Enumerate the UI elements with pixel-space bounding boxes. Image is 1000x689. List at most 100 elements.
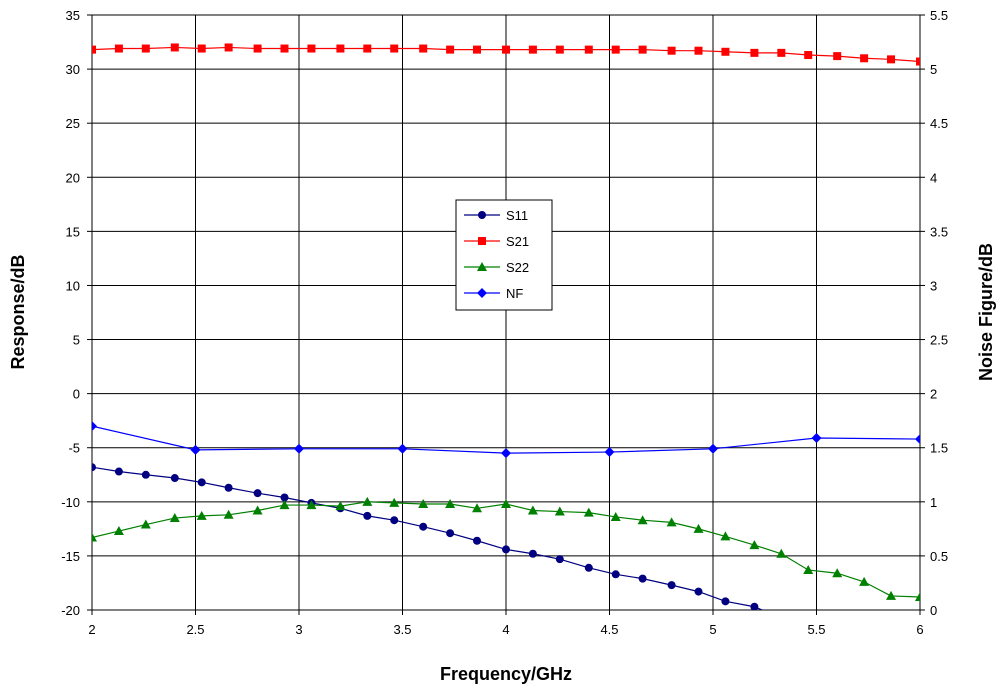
data-point-s21 xyxy=(307,44,316,53)
data-point-s22 xyxy=(472,503,483,513)
data-point-s11 xyxy=(197,478,206,487)
data-point-s21 xyxy=(419,44,428,53)
data-point-s22 xyxy=(749,540,760,550)
data-point-s21 xyxy=(502,45,510,54)
data-point-s11 xyxy=(555,555,564,564)
plot-frame xyxy=(91,14,921,611)
data-point-s22 xyxy=(527,505,538,515)
x-axis-title: Frequency/GHz xyxy=(440,664,572,684)
x-tick-label: 4 xyxy=(502,622,509,637)
data-point-s22 xyxy=(140,519,151,529)
series-s22 xyxy=(92,496,920,602)
series-s21 xyxy=(92,43,920,66)
data-point-s21 xyxy=(336,44,345,53)
data-point-s22 xyxy=(279,500,290,510)
series-layer xyxy=(92,43,920,610)
data-point-s11 xyxy=(721,597,730,606)
data-point-nf xyxy=(604,447,615,458)
y2-tick-label: 4 xyxy=(930,170,937,185)
data-point-s21 xyxy=(363,44,372,53)
y2-tick-label: 5 xyxy=(930,62,937,77)
data-point-nf xyxy=(708,443,718,454)
data-point-s22 xyxy=(859,576,870,586)
data-point-s21 xyxy=(224,43,233,52)
data-point-s21 xyxy=(197,44,206,53)
data-point-s21 xyxy=(555,45,564,54)
y2-tick-label: 5.5 xyxy=(930,8,948,23)
data-point-s22 xyxy=(666,517,677,527)
data-point-s21 xyxy=(92,45,96,54)
data-point-s21 xyxy=(528,45,537,54)
data-point-s21 xyxy=(141,44,150,53)
data-point-s22 xyxy=(583,507,594,517)
x-tick-label: 5.5 xyxy=(807,622,825,637)
y2-tick-label: 2.5 xyxy=(930,333,948,348)
data-point-nf xyxy=(501,448,511,459)
data-point-s11 xyxy=(446,529,455,538)
data-point-s22 xyxy=(362,496,373,506)
data-point-s22 xyxy=(886,590,897,600)
y-tick-label: -10 xyxy=(61,495,80,510)
data-point-s11 xyxy=(419,522,428,531)
data-point-s21 xyxy=(833,52,842,61)
y-tick-label: -5 xyxy=(68,441,80,456)
data-point-nf xyxy=(811,432,822,443)
data-point-s11 xyxy=(92,463,96,472)
y2-tick-label: 0 xyxy=(930,603,937,618)
data-point-s22 xyxy=(196,510,207,520)
y-tick-label: 30 xyxy=(66,62,80,77)
data-point-s22 xyxy=(418,498,429,508)
legend-label-s11: S11 xyxy=(506,208,528,223)
data-point-s11 xyxy=(141,470,150,479)
y-tick-label: 20 xyxy=(66,170,80,185)
data-point-s22 xyxy=(693,523,704,533)
data-point-s21 xyxy=(916,57,920,66)
data-point-s22 xyxy=(637,515,648,525)
data-point-s11 xyxy=(611,570,620,579)
y-tick-label: 25 xyxy=(66,116,80,131)
legend-label-s21: S21 xyxy=(506,234,529,249)
y2-axis-title: Noise Figure/dB xyxy=(976,243,996,381)
legend-marker-s22 xyxy=(477,262,487,271)
data-point-s21 xyxy=(473,45,482,54)
data-point-s11 xyxy=(528,549,537,558)
data-point-s22 xyxy=(252,505,263,515)
y2-tick-label: 1 xyxy=(930,495,937,510)
x-tick-label: 6 xyxy=(916,622,923,637)
x-tick-label: 3.5 xyxy=(393,622,411,637)
data-point-s11 xyxy=(390,516,399,525)
legend-marker-nf xyxy=(477,288,487,298)
y-tick-label: 5 xyxy=(73,333,80,348)
data-point-s22 xyxy=(501,498,511,508)
y2-tick-label: 3.5 xyxy=(930,224,948,239)
data-point-s22 xyxy=(720,531,731,541)
data-point-s21 xyxy=(750,48,759,57)
data-point-s21 xyxy=(114,44,123,53)
data-point-nf xyxy=(92,421,97,432)
data-point-s21 xyxy=(721,47,730,56)
y2-tick-label: 3 xyxy=(930,278,937,293)
data-point-s21 xyxy=(804,51,813,60)
data-point-s21 xyxy=(390,44,399,53)
data-point-s21 xyxy=(777,48,786,57)
data-point-s22 xyxy=(554,506,565,516)
data-point-s22 xyxy=(445,498,456,508)
data-point-s22 xyxy=(776,548,787,558)
data-point-s11 xyxy=(363,511,372,520)
data-point-s22 xyxy=(915,592,920,602)
data-point-s22 xyxy=(610,511,621,521)
data-point-s21 xyxy=(638,45,647,54)
tick-labels: 2 2.5 3 3.5 4 4.5 5 5.5 6-20-15-10-5051015202530… xyxy=(61,8,948,637)
data-point-s11 xyxy=(750,602,759,610)
y2-tick-label: 4.5 xyxy=(930,116,948,131)
y-tick-label: 0 xyxy=(73,387,80,402)
data-point-s11 xyxy=(280,493,289,502)
data-point-s11 xyxy=(584,563,593,572)
data-point-s22 xyxy=(169,513,180,523)
data-point-s11 xyxy=(253,489,262,498)
legend-marker-s21 xyxy=(478,237,486,245)
data-point-s21 xyxy=(446,45,455,54)
data-point-s22 xyxy=(113,526,124,536)
data-point-s22 xyxy=(832,568,843,578)
